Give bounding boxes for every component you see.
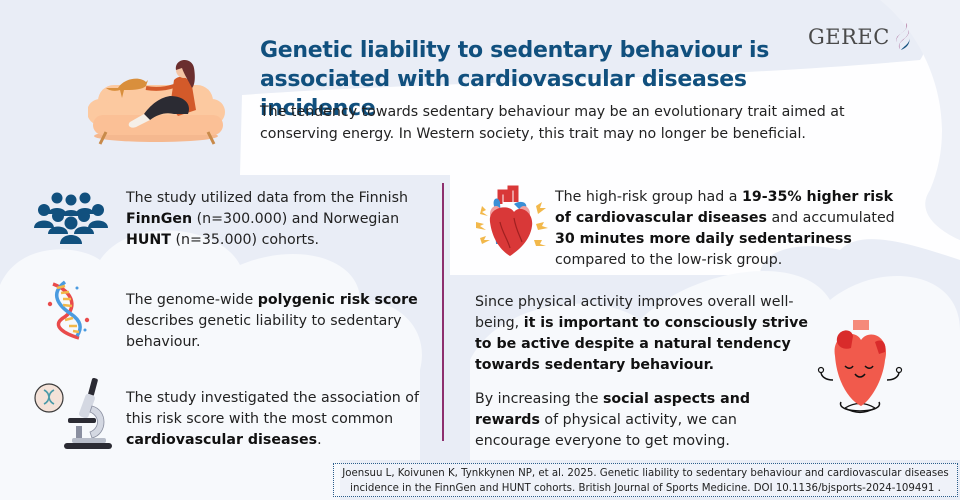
finding-cohorts: The study utilized data from the Finnish… bbox=[126, 188, 431, 251]
bold-segment-polygenic: polygenic risk score bbox=[257, 292, 418, 308]
people-group-icon bbox=[34, 192, 108, 244]
text-segment: describes genetic liability to sedentary… bbox=[126, 313, 402, 350]
text-segment: Since physical activity improves overall… bbox=[475, 294, 794, 331]
intro-line-1: The tendency towards sedentary behaviour… bbox=[260, 104, 845, 120]
bold-segment-sedentariness: 30 minutes more daily sedentariness bbox=[555, 231, 852, 247]
finding-association: The study investigated the association o… bbox=[126, 388, 426, 451]
bold-segment-finngen: FinnGen bbox=[126, 211, 193, 227]
text-segment: The study investigated the association o… bbox=[126, 390, 419, 427]
gerec-logo: GEREC bbox=[808, 22, 912, 52]
text-segment: The genome-wide bbox=[126, 292, 258, 308]
finding-polygenic-score: The genome-wide polygenic risk score des… bbox=[126, 290, 426, 353]
citation-line-2: incidence in the FinnGen and HUNT cohort… bbox=[350, 483, 941, 494]
intro-text: The tendency towards sedentary behaviour… bbox=[260, 101, 860, 145]
intro-line-2: conserving energy. In Western society, t… bbox=[260, 126, 806, 142]
citation-line-1: Joensuu L, Koivunen K, Tynkkynen NP, et … bbox=[342, 468, 949, 479]
text-segment: The high-risk group had a bbox=[555, 189, 742, 205]
finding-physical-activity: Since physical activity improves overall… bbox=[475, 292, 820, 376]
text-segment: . bbox=[317, 432, 322, 448]
text-segment: and accumulated bbox=[766, 210, 895, 226]
anatomical-heart-icon bbox=[476, 185, 548, 256]
column-divider bbox=[442, 183, 444, 441]
citation-box: Joensuu L, Koivunen K, Tynkkynen NP, et … bbox=[333, 463, 958, 497]
page-title: Genetic liability to sedentary behaviour… bbox=[260, 36, 820, 123]
text-segment: (n=300.000) and Norwegian bbox=[192, 211, 400, 227]
bold-segment-hunt: HUNT bbox=[126, 232, 171, 248]
text-segment: By increasing the bbox=[475, 391, 603, 407]
title-line-1: Genetic liability to sedentary behaviour… bbox=[260, 38, 770, 63]
logo-text: GEREC bbox=[808, 25, 890, 49]
finding-social-aspects: By increasing the social aspects and rew… bbox=[475, 389, 815, 452]
bold-segment-social: social aspects and rewards bbox=[475, 391, 750, 428]
meditating-heart-icon bbox=[817, 320, 903, 414]
bold-segment-cvd: cardiovascular diseases bbox=[126, 432, 318, 448]
text-segment: The study utilized data from the Finnish bbox=[126, 190, 408, 206]
microscope-icon bbox=[34, 377, 112, 449]
text-segment: (n=35.000) cohorts. bbox=[170, 232, 320, 248]
flame-logo-icon bbox=[896, 23, 910, 50]
bold-segment-important: it is important to consciously strive to… bbox=[475, 315, 809, 373]
finding-high-risk: The high-risk group had a 19-35% higher … bbox=[555, 187, 895, 271]
dna-helix-icon bbox=[47, 280, 90, 340]
bold-segment-risk: 19-35% higher risk of cardiovascular dis… bbox=[555, 189, 894, 226]
text-segment: of physical activity, we can encourage e… bbox=[475, 412, 737, 449]
title-line-2: associated with cardiovascular diseases … bbox=[260, 67, 747, 121]
woman-on-sofa-illustration bbox=[88, 59, 225, 145]
text-segment: compared to the low-risk group. bbox=[555, 252, 783, 268]
